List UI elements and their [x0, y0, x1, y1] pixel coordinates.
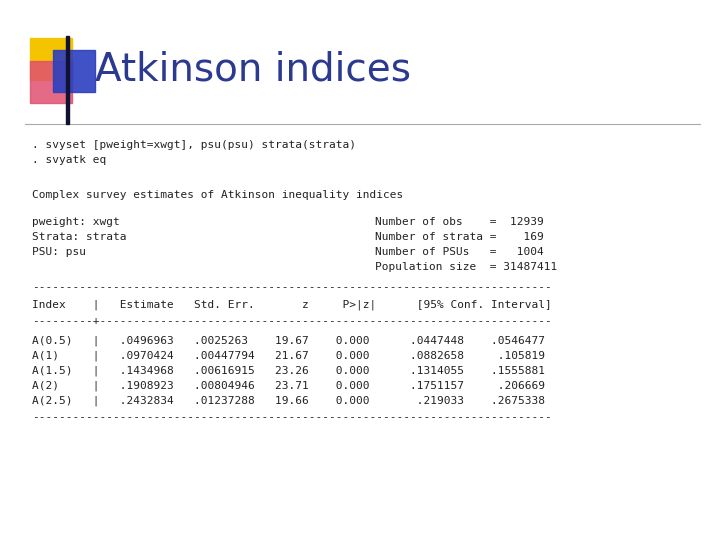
Text: pweight: xwgt: pweight: xwgt [32, 217, 120, 227]
Text: . svyset [pweight=xwgt], psu(psu) strata(strata): . svyset [pweight=xwgt], psu(psu) strata… [32, 140, 356, 150]
Text: A(2.5)   |   .2432834   .01237288   19.66    0.000       .219033    .2675338: A(2.5) | .2432834 .01237288 19.66 0.000 … [32, 395, 545, 406]
Text: Atkinson indices: Atkinson indices [95, 51, 411, 89]
Text: Complex survey estimates of Atkinson inequality indices: Complex survey estimates of Atkinson ine… [32, 190, 403, 200]
Bar [30, 38, 72, 80]
Text: Number of PSUs   =   1004: Number of PSUs = 1004 [375, 247, 544, 257]
Text: A(0.5)   |   .0496963   .0025263    19.67    0.000      .0447448    .0546477: A(0.5) | .0496963 .0025263 19.67 0.000 .… [32, 335, 545, 346]
Text: PSU: psu: PSU: psu [32, 247, 86, 257]
Text: A(1)     |   .0970424   .00447794   21.67    0.000      .0882658     .105819: A(1) | .0970424 .00447794 21.67 0.000 .0… [32, 350, 545, 361]
Text: Strata: strata: Strata: strata [32, 232, 127, 242]
Text: A(1.5)   |   .1434968   .00616915   23.26    0.000      .1314055    .1555881: A(1.5) | .1434968 .00616915 23.26 0.000 … [32, 365, 545, 376]
Text: Population size  = 31487411: Population size = 31487411 [375, 262, 557, 272]
Text: ---------+-------------------------------------------------------------------: ---------+------------------------------… [32, 316, 552, 326]
Bar [30, 61, 72, 103]
Text: Index    |   Estimate   Std. Err.       z     P>|z|      [95% Conf. Interval]: Index | Estimate Std. Err. z P>|z| [95% … [32, 299, 552, 309]
Text: . svyatk eq: . svyatk eq [32, 155, 107, 165]
Bar [53, 50, 95, 92]
Text: A(2)     |   .1908923   .00804946   23.71    0.000      .1751157     .206669: A(2) | .1908923 .00804946 23.71 0.000 .1… [32, 380, 545, 390]
Text: Number of strata =    169: Number of strata = 169 [375, 232, 544, 242]
Bar [66, 36, 68, 124]
Text: -----------------------------------------------------------------------------: ----------------------------------------… [32, 282, 552, 292]
Text: -----------------------------------------------------------------------------: ----------------------------------------… [32, 412, 552, 422]
Text: Number of obs    =  12939: Number of obs = 12939 [375, 217, 544, 227]
